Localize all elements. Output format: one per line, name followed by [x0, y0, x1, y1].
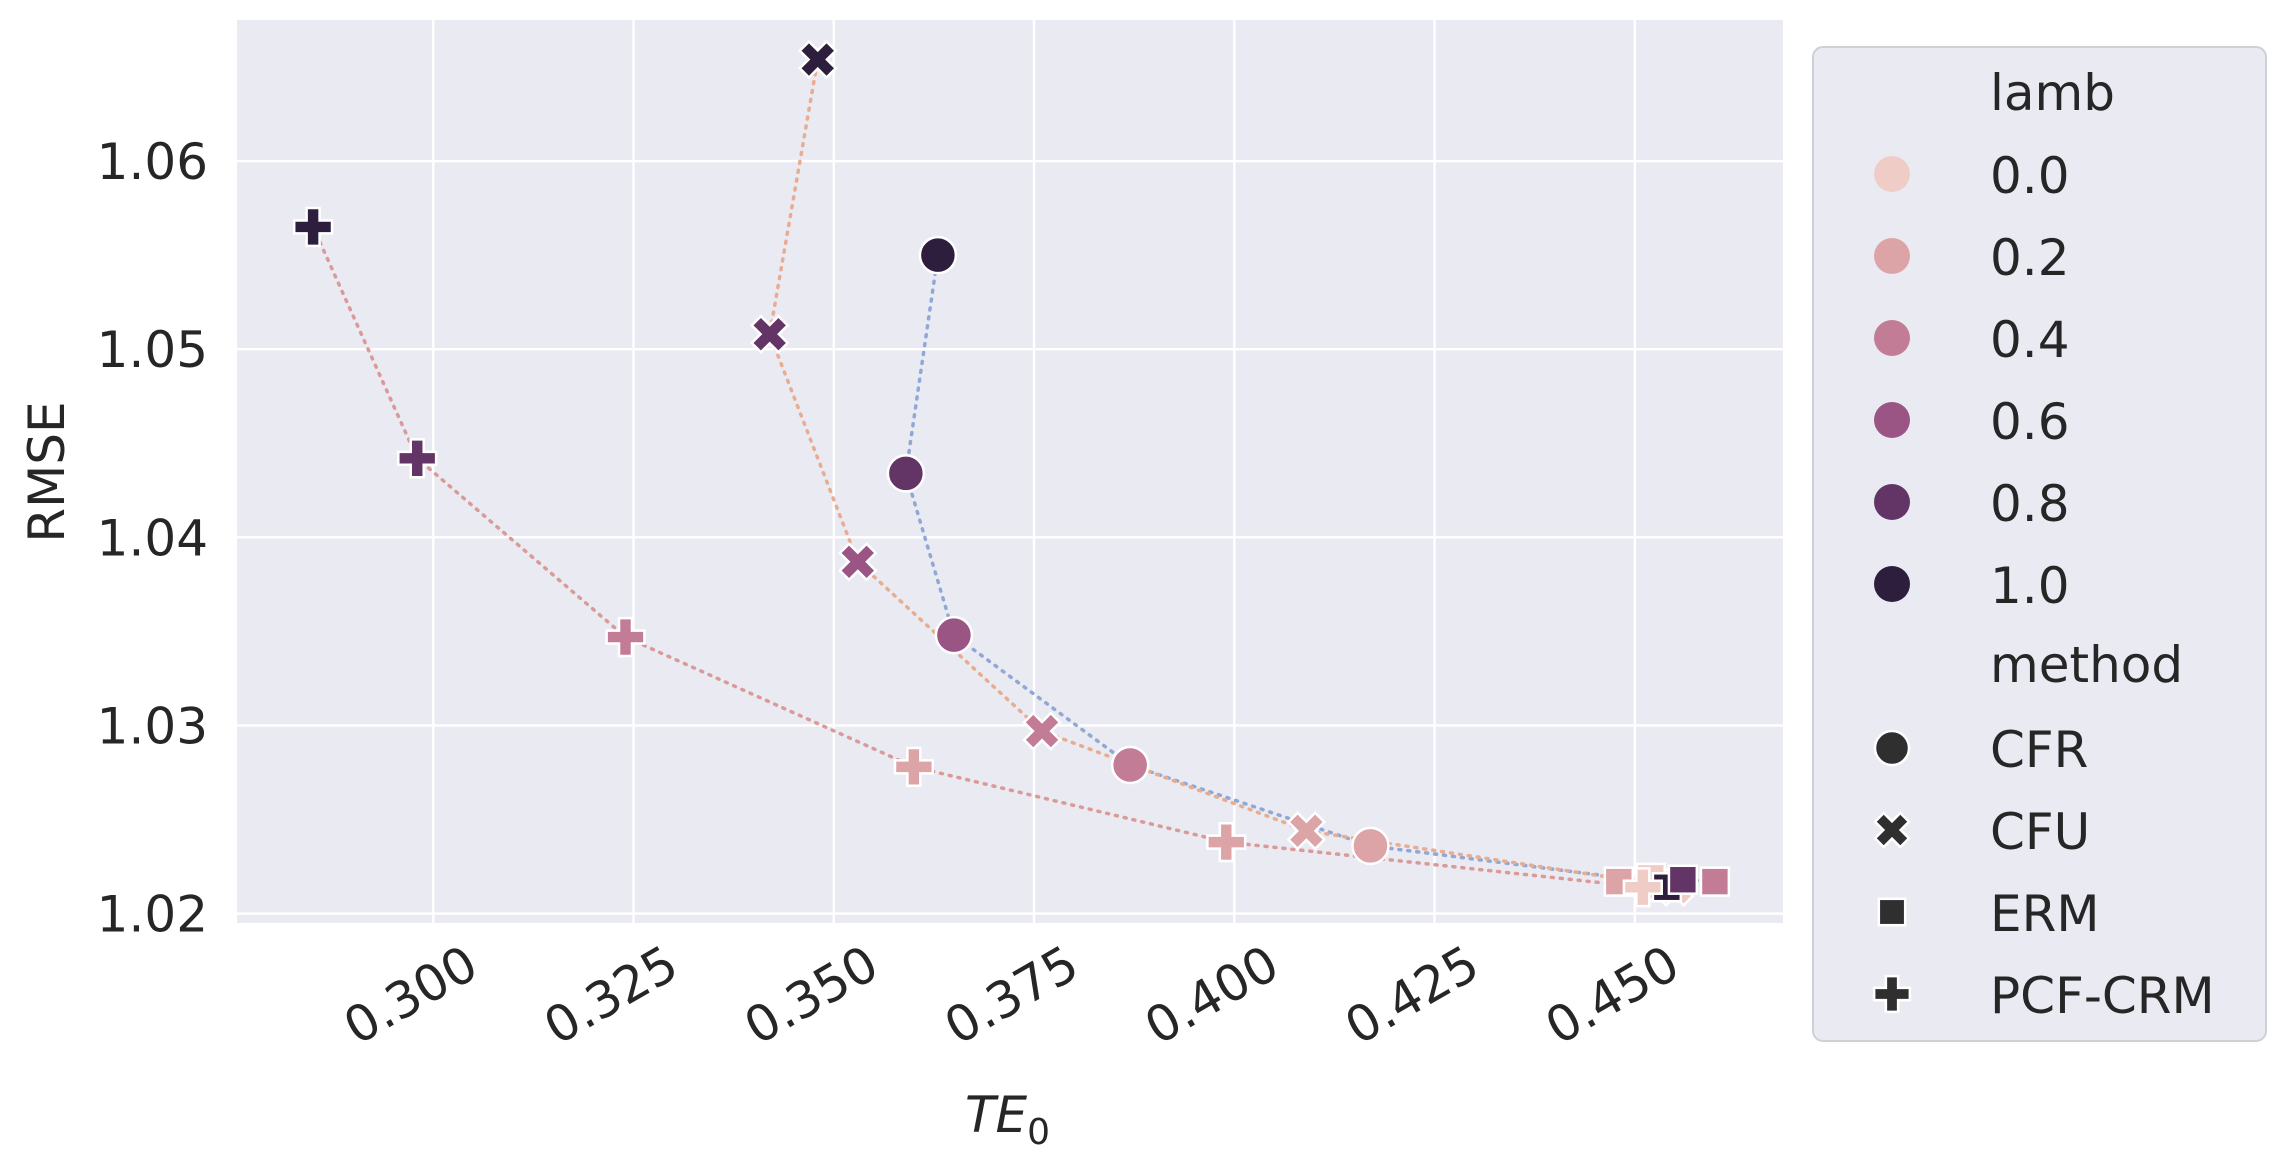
legend-method-label: ERM	[1990, 885, 2099, 943]
point-cfr	[1110, 745, 1150, 785]
legend-method-marker	[1872, 974, 1912, 1014]
x-tick-labels: 0.300 0.325 0.350 0.375 0.400 0.425 0.450	[334, 934, 1689, 1056]
x-axis-label-subscript: 0	[1027, 1112, 1050, 1153]
legend-method-label: CFR	[1990, 721, 2088, 779]
y-tick-labels: 1.02 1.03 1.04 1.05 1.06	[97, 133, 208, 944]
legend-method-label: CFU	[1990, 803, 2090, 861]
legend-method-marker	[1873, 811, 1911, 849]
series-line-cfu	[767, 57, 1677, 890]
point-pcf-crm	[397, 438, 438, 479]
x-tick-label: 0.375	[935, 934, 1088, 1056]
legend-title-lamb: lamb	[1990, 64, 2115, 122]
legend-lamb-swatch	[1874, 156, 1910, 192]
x-tick-label: 0.400	[1135, 934, 1288, 1056]
legend-lamb-swatch	[1874, 484, 1910, 520]
data-points	[292, 39, 1731, 908]
point-pcf-crm	[605, 616, 646, 658]
legend-lamb-entries: 0.0 0.2 0.4 0.6 0.8 1.0	[1874, 147, 2070, 615]
point-erm	[1699, 866, 1731, 897]
point-cfr	[918, 235, 958, 275]
point-pcf-crm	[1622, 867, 1663, 908]
legend-lamb-swatch	[1874, 402, 1910, 438]
point-cfu	[838, 542, 878, 582]
x-tick-label: 0.350	[735, 934, 888, 1056]
point-pcf-crm	[292, 206, 334, 248]
grid	[237, 20, 1783, 923]
point-cfu	[1022, 711, 1062, 751]
x-tick-label: 0.325	[535, 934, 688, 1056]
legend-lamb-swatch	[1874, 566, 1910, 602]
legend-method-marker	[1873, 729, 1911, 767]
point-cfu	[1286, 811, 1327, 851]
point-cfu	[749, 314, 790, 354]
legend-lamb-swatch	[1874, 238, 1910, 274]
y-tick-label: 1.03	[97, 697, 208, 755]
legend-title-method: method	[1990, 636, 2183, 694]
point-cfr	[934, 615, 974, 655]
legend-method-marker	[1877, 897, 1907, 927]
legend-method-label: PCF-CRM	[1990, 967, 2215, 1025]
legend-box	[1812, 46, 2267, 1042]
legend-lamb-label: 0.6	[1990, 393, 2070, 451]
legend-method-entries: CFR CFU ERM PCF-CRM	[1872, 721, 2215, 1025]
legend: lamb 0.0 0.2 0.4 0.6 0.8 1.0 method CFR CFU ERM…	[1812, 46, 2267, 1042]
point-cfr	[886, 454, 926, 493]
y-tick-label: 1.06	[97, 133, 208, 191]
legend-lamb-label: 1.0	[1990, 557, 2070, 615]
series-line-pcf-crm	[311, 225, 1645, 890]
legend-lamb-label: 0.0	[1990, 147, 2070, 205]
x-tick-label: 0.425	[1336, 934, 1489, 1056]
y-axis-label: RMSE	[18, 401, 76, 542]
x-axis-label: TE0	[965, 1086, 1050, 1153]
series-line-cfr	[904, 253, 1653, 884]
legend-lamb-label: 0.8	[1990, 475, 2070, 533]
point-cfr	[1351, 826, 1390, 866]
legend-lamb-label: 0.4	[1990, 311, 2070, 369]
point-pcf-crm	[893, 746, 935, 788]
x-tick-label: 0.450	[1536, 934, 1689, 1056]
x-tick-label: 0.300	[334, 934, 487, 1056]
y-tick-label: 1.02	[97, 886, 208, 944]
point-erm	[1667, 864, 1699, 895]
point-pcf-crm	[1206, 821, 1247, 863]
y-tick-label: 1.04	[97, 509, 208, 567]
legend-lamb-swatch	[1874, 320, 1910, 356]
y-tick-label: 1.05	[97, 321, 208, 379]
plot-background	[237, 20, 1783, 923]
legend-lamb-label: 0.2	[1990, 229, 2070, 287]
point-cfu	[798, 39, 838, 80]
